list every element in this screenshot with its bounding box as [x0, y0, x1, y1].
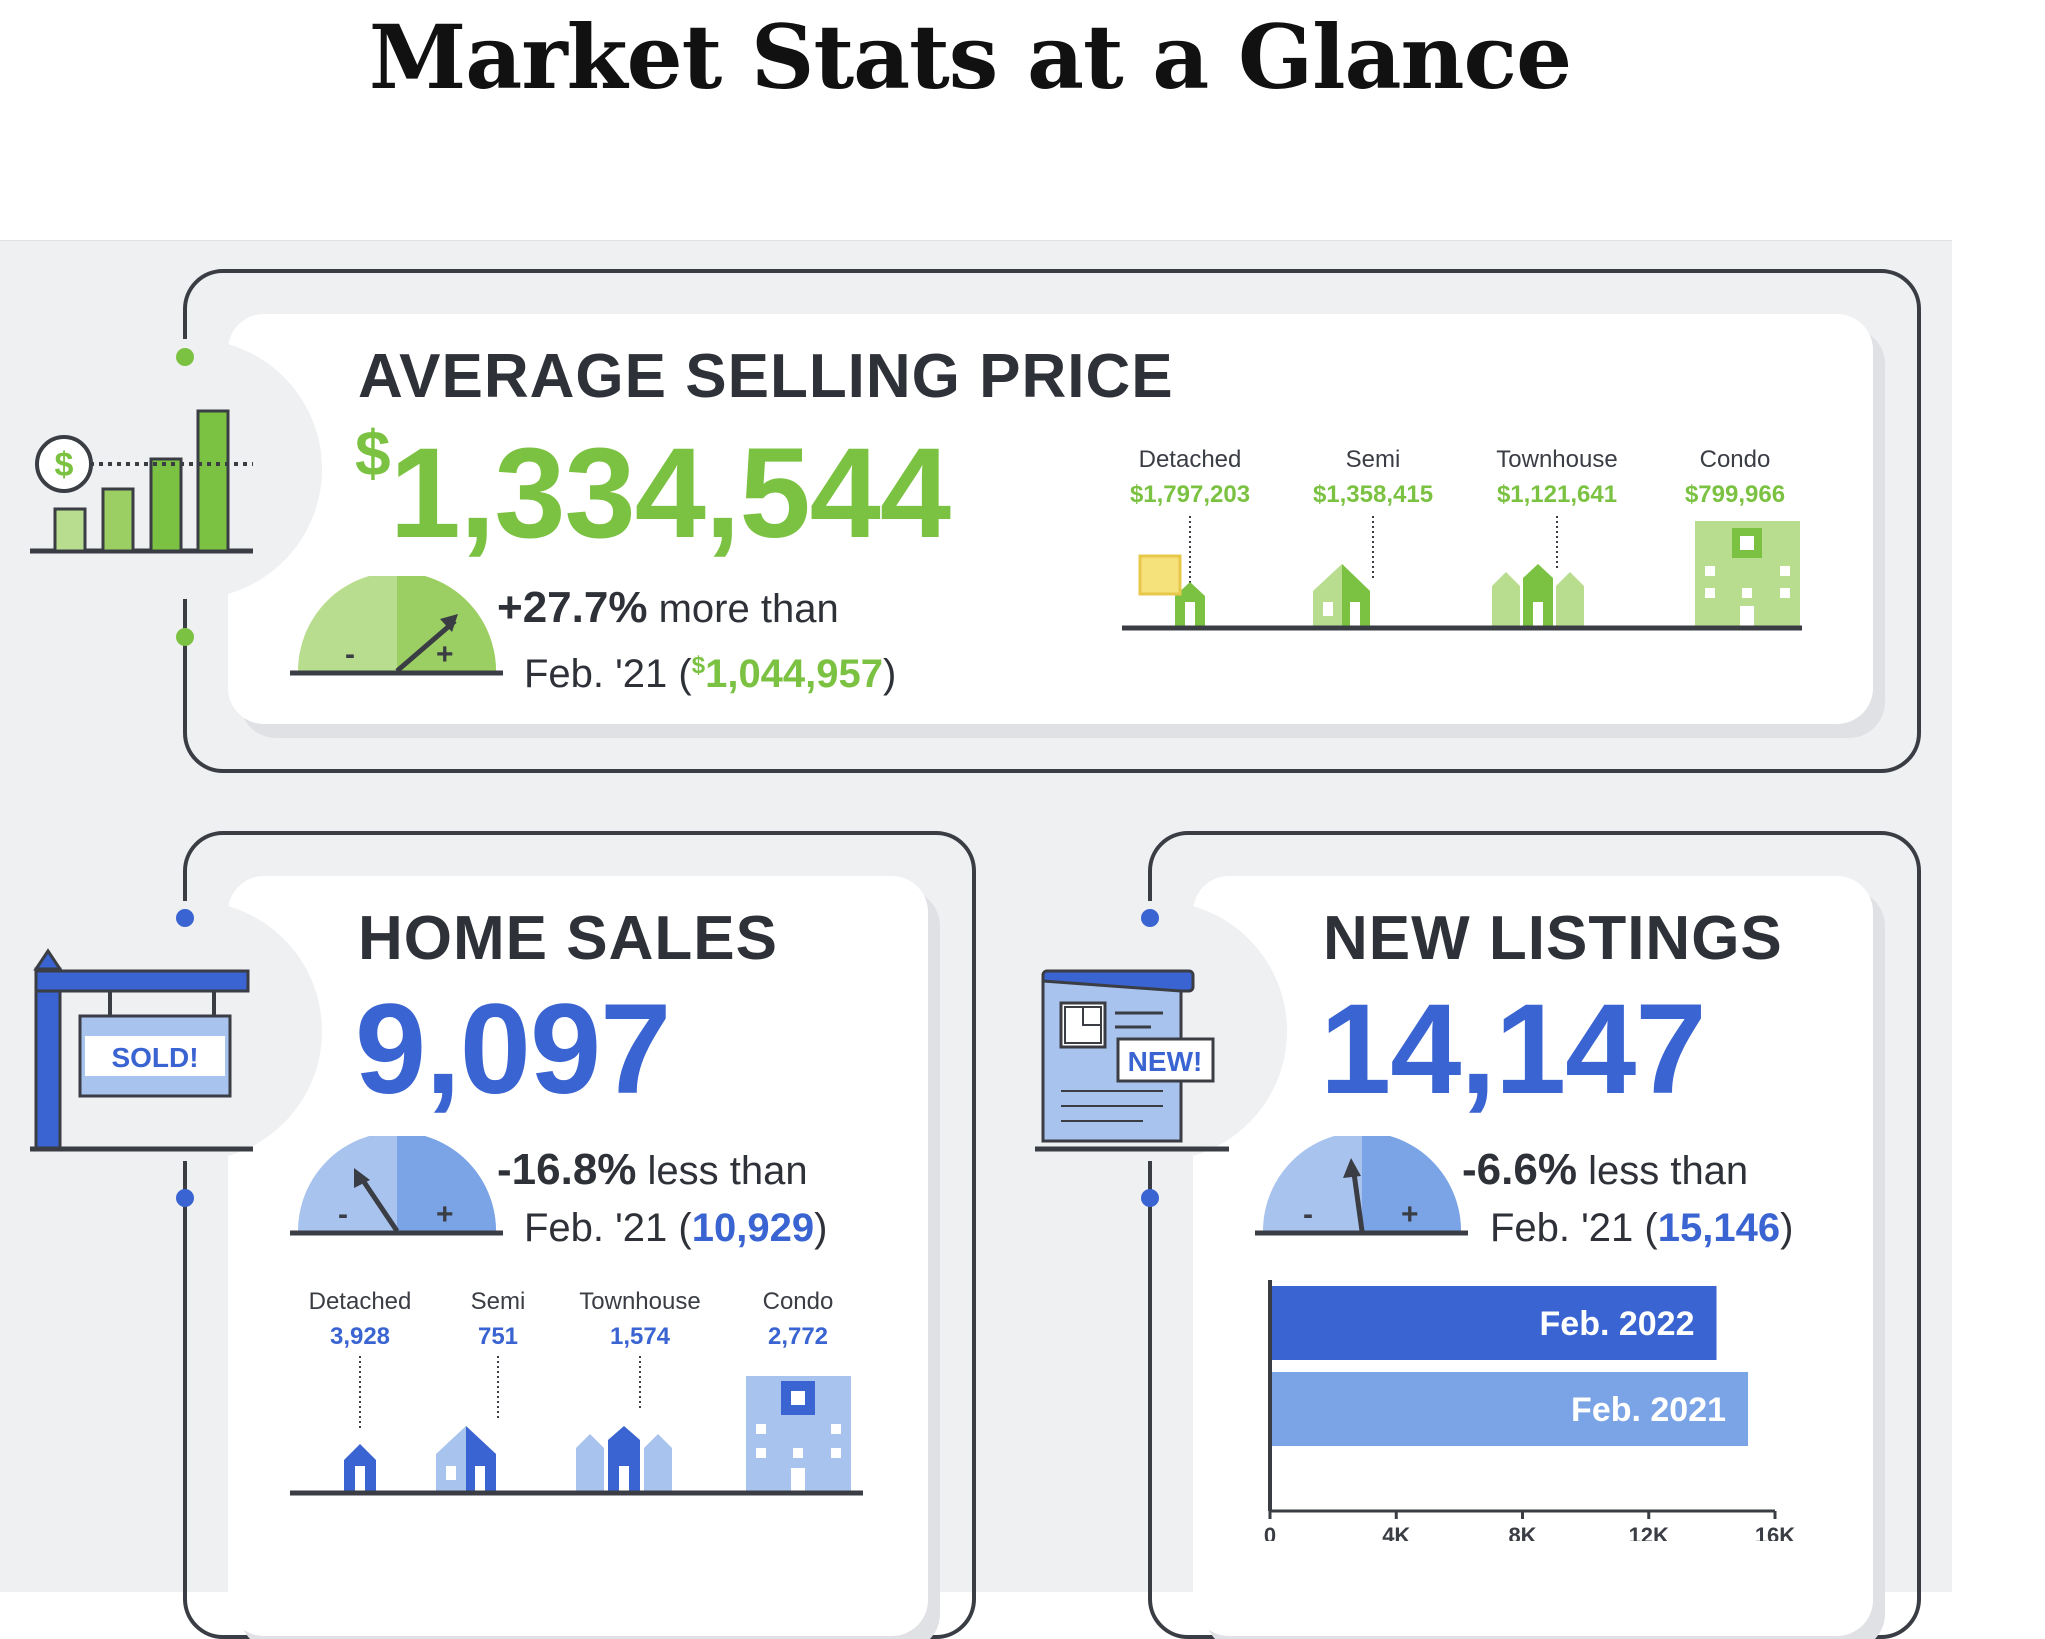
connector-dot [1141, 1189, 1159, 1207]
detached-house-icon [1175, 582, 1205, 626]
avg-price-change: +27.7% more than [497, 583, 839, 632]
sold-sign-icon: SOLD! [30, 948, 253, 1152]
svg-text:NEW!: NEW! [1128, 1046, 1203, 1077]
type-value-condo: $799,966 [1684, 481, 1786, 508]
townhouse-icon [1492, 564, 1584, 626]
new-listings-value: 14,147 [1320, 978, 1706, 1121]
type-label-townhouse: Townhouse [579, 1288, 701, 1315]
svg-text:+: + [436, 638, 454, 671]
avg-price-heading: AVERAGE SELLING PRICE [358, 342, 1174, 411]
new-listings-card [1193, 876, 1873, 1636]
type-value-detached: 3,928 [329, 1323, 391, 1350]
new-badge [1116, 1037, 1215, 1083]
x-tick-label: 8K [1508, 1523, 1536, 1541]
sticky-note-icon [1138, 554, 1182, 596]
type-value-townhouse: 1,574 [609, 1323, 671, 1350]
bar-feb-2022 [1272, 1286, 1717, 1360]
x-tick-label: 4K [1382, 1523, 1410, 1541]
x-tick-label: 12K [1629, 1523, 1669, 1541]
svg-text:-: - [345, 638, 355, 671]
home-sales-compare: Feb. '21 (10,929) [524, 1206, 828, 1250]
type-value-semi: 751 [477, 1323, 519, 1350]
townhouse-icon [576, 1426, 672, 1491]
x-tick-label: 0 [1264, 1523, 1276, 1541]
new-listings-heading: NEW LISTINGS [1323, 904, 1783, 973]
type-value-semi: $1,358,415 [1312, 481, 1434, 508]
connector-dot [1141, 909, 1159, 927]
detached-house-icon [344, 1444, 376, 1491]
gauge-icon: - + [290, 1136, 503, 1236]
infographic-panel: $ AVERAGE SELLING PRICE $1,334,544 - + +… [0, 240, 1952, 1639]
price-chart-icon: $ [30, 409, 253, 554]
avg-price-compare: Feb. '21 ($1,044,957) [524, 652, 897, 696]
home-sales-card [228, 876, 928, 1636]
svg-text:+: + [1401, 1198, 1419, 1231]
avg-price-value: $1,334,544 [355, 417, 951, 565]
avg-price-house-icons [1122, 516, 1802, 631]
svg-text:-: - [338, 1198, 348, 1231]
home-sales-value: 9,097 [355, 978, 671, 1121]
type-value-condo: 2,772 [767, 1323, 829, 1350]
condo-icon [1695, 521, 1800, 626]
page-title: Market Stats at a Glance [368, 5, 1572, 109]
dollar-icon: $ [55, 446, 74, 484]
bar-feb-2021 [1272, 1372, 1749, 1446]
condo-icon [746, 1376, 851, 1491]
gauge-icon: - + [1255, 1136, 1468, 1236]
type-label-condo: Condo [762, 1288, 834, 1315]
semi-house-icon [1313, 564, 1370, 626]
type-label-detached: Detached [1138, 446, 1242, 473]
gauge-icon: - + [290, 576, 503, 676]
semi-house-icon [436, 1426, 496, 1491]
type-label-semi: Semi [470, 1288, 526, 1315]
bar-label: Feb. 2021 [1571, 1391, 1726, 1429]
connector-dot [176, 909, 194, 927]
svg-text:SOLD!: SOLD! [111, 1042, 198, 1073]
home-sales-heading: HOME SALES [358, 904, 778, 973]
type-label-townhouse: Townhouse [1496, 446, 1618, 473]
svg-text:-: - [1303, 1198, 1313, 1231]
type-value-detached: $1,797,203 [1129, 481, 1251, 508]
type-label-detached: Detached [308, 1288, 412, 1315]
type-label-semi: Semi [1345, 446, 1401, 473]
connector-dot [176, 628, 194, 646]
x-tick-label: 16K [1755, 1523, 1795, 1541]
type-value-townhouse: $1,121,641 [1496, 481, 1618, 508]
new-listings-compare: Feb. '21 (15,146) [1490, 1206, 1794, 1250]
new-listings-change: -6.6% less than [1462, 1145, 1749, 1194]
new-listings-bar-chart: 0 4K 8K 12K 16K Feb. 2022 Feb. 2021 [1264, 1280, 1795, 1541]
avg-price-card [228, 314, 1873, 724]
home-sales-house-icons [290, 1356, 863, 1496]
listing-document-icon: NEW! [1035, 969, 1229, 1152]
bar-label: Feb. 2022 [1540, 1305, 1695, 1343]
svg-text:+: + [436, 1198, 454, 1231]
type-label-condo: Condo [1699, 446, 1771, 473]
connector-dot [176, 1189, 194, 1207]
home-sales-change: -16.8% less than [497, 1145, 808, 1194]
connector-dot [176, 348, 194, 366]
